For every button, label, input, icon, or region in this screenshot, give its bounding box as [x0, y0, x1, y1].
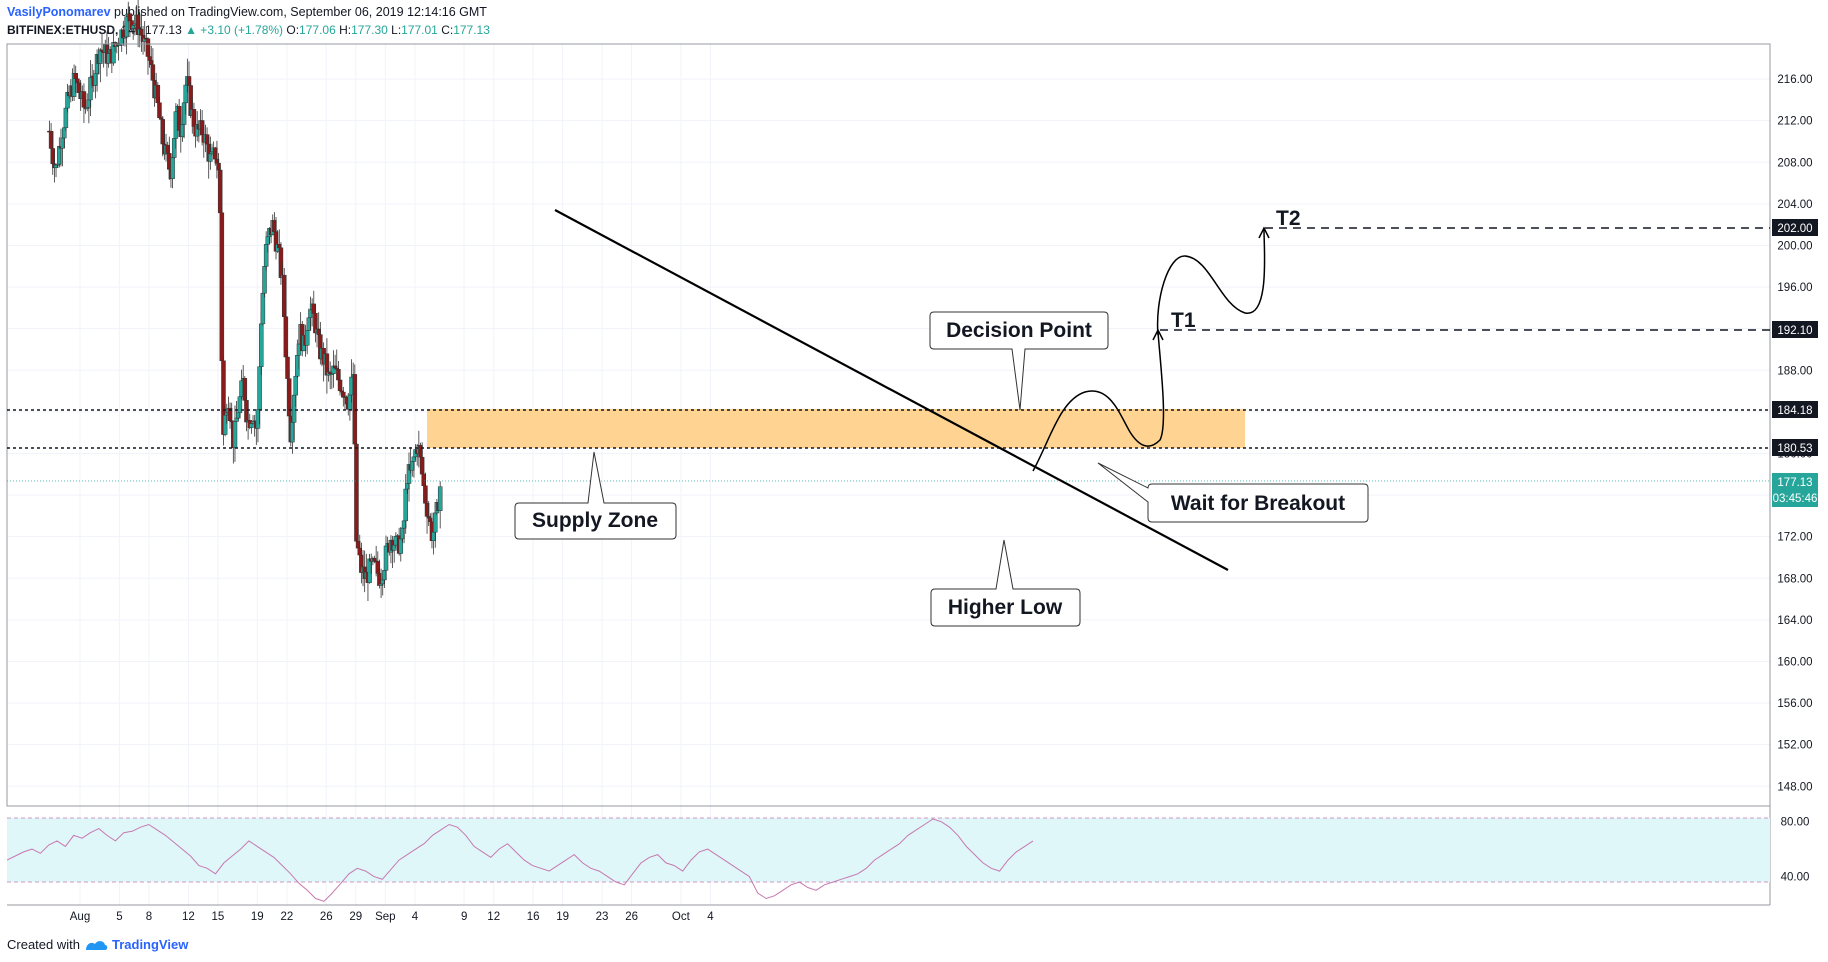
countdown-text: 03:45:46 [1773, 493, 1818, 505]
time-tick-label: 23 [596, 911, 609, 923]
time-tick-label: 29 [349, 911, 362, 923]
t2-price-text: 202.00 [1777, 223, 1812, 235]
time-tick-label: 26 [625, 911, 638, 923]
t1-label: T1 [1171, 309, 1196, 332]
projected-path-2 [1156, 229, 1266, 336]
supply-zone-callout[interactable]: Supply Zone [514, 451, 677, 540]
price-tick-label: 188.00 [1777, 365, 1812, 377]
rsi-band [7, 818, 1770, 882]
time-tick-label: 19 [251, 911, 264, 923]
rsi-line [6, 818, 1034, 902]
tradingview-logo-icon [85, 940, 108, 950]
price-tick-label: 196.00 [1777, 282, 1812, 294]
rsi-tick-label: 40.00 [1781, 872, 1810, 884]
tradingview-link[interactable]: TradingView [111, 937, 189, 952]
time-tick-label: 22 [280, 911, 293, 923]
level-184-tag: 184.18 [1772, 401, 1818, 418]
wait-breakout-callout[interactable]: Wait for Breakout [1097, 462, 1369, 523]
footer: Created with TradingView [7, 937, 188, 952]
last-price-text: 177.13 [1777, 477, 1812, 489]
high-label: H: [339, 23, 352, 37]
time-tick-label: 12 [182, 911, 195, 923]
price-tick-label: 200.00 [1777, 240, 1812, 252]
t2-price-tag: 202.00 [1772, 219, 1818, 236]
price-tick-label: 204.00 [1777, 199, 1812, 211]
chart-header: VasilyPonomarev published on TradingView… [7, 5, 490, 38]
price-tick-label: 212.00 [1777, 116, 1812, 128]
candle-body [217, 169, 223, 214]
author-link[interactable]: VasilyPonomarev [7, 5, 111, 19]
last-price: 177.13 [145, 23, 182, 37]
candle-body [354, 443, 359, 542]
wait-breakout-label: Wait for Breakout [1171, 492, 1345, 515]
close-label: C: [441, 23, 454, 37]
t2-label: T2 [1276, 207, 1301, 230]
price-tick-label: 164.00 [1777, 615, 1812, 627]
candle-body [262, 266, 267, 294]
level-184-text: 184.18 [1777, 405, 1812, 417]
time-tick-label: 19 [556, 911, 569, 923]
arrow-to-t2 [1258, 226, 1270, 239]
higher-low-callout[interactable]: Higher Low [930, 539, 1081, 627]
time-tick-label: 4 [412, 911, 419, 923]
descending-trendline[interactable] [554, 209, 1229, 571]
rsi-tick-label: 80.00 [1781, 817, 1810, 829]
open-label: O: [286, 23, 300, 37]
price-tick-label: 208.00 [1777, 157, 1812, 169]
time-tick-label: Oct [672, 911, 691, 923]
time-tick-label: 12 [487, 911, 500, 923]
time-tick-label: 9 [461, 911, 467, 923]
candle-body [293, 375, 298, 396]
candle-body [170, 157, 175, 179]
close-value: 177.13 [453, 23, 490, 37]
change-value: ▲ +3.10 (+1.78%) [185, 23, 284, 37]
time-tick-label: Sep [375, 911, 395, 923]
symbol-label: BITFINEX:ETHUSD, 240 [7, 23, 142, 37]
candle-body [260, 292, 266, 325]
high-value: 177.30 [351, 23, 388, 37]
candle-body [232, 421, 238, 449]
price-tick-label: 156.00 [1777, 698, 1812, 710]
price-tick-label: 160.00 [1777, 656, 1812, 668]
decision-point-label: Decision Point [946, 319, 1092, 342]
created-with-text: Created with [7, 937, 80, 952]
candle-body [437, 486, 443, 511]
header-row-publish: VasilyPonomarev published on TradingView… [7, 5, 490, 20]
price-tick-label: 172.00 [1777, 532, 1812, 544]
higher-low-label: Higher Low [948, 596, 1063, 619]
decision-point-callout[interactable]: Decision Point [929, 311, 1109, 411]
time-tick-label: 5 [116, 911, 122, 923]
price-tick-label: 152.00 [1777, 740, 1812, 752]
time-tick-label: Aug [70, 911, 90, 923]
price-tick-label: 216.00 [1777, 74, 1812, 86]
supply-zone [427, 409, 1245, 448]
time-tick-label: 4 [707, 911, 714, 923]
level-180-text: 180.53 [1777, 443, 1812, 455]
time-tick-label: 16 [527, 911, 540, 923]
supply-zone-label: Supply Zone [532, 509, 658, 532]
candle-body [304, 330, 310, 346]
t1-price-text: 192.10 [1777, 325, 1812, 337]
candle-body [258, 323, 264, 367]
price-tick-label: 168.00 [1777, 573, 1812, 585]
low-value: 177.01 [401, 23, 438, 37]
level-180-tag: 180.53 [1772, 439, 1818, 456]
low-label: L: [391, 23, 402, 37]
candle-body [219, 212, 225, 362]
time-tick-label: 15 [212, 911, 225, 923]
last-price-tag: 177.13 03:45:46 [1772, 473, 1818, 507]
time-tick-label: 8 [146, 911, 152, 923]
time-tick-label: 26 [320, 911, 333, 923]
price-tick-label: 148.00 [1777, 781, 1812, 793]
candle-body [433, 512, 438, 533]
publish-info: published on TradingView.com, September … [114, 5, 487, 19]
t1-price-tag: 192.10 [1772, 321, 1818, 338]
open-value: 177.06 [299, 23, 336, 37]
header-row-ohlc: BITFINEX:ETHUSD, 240 177.13 ▲ +3.10 (+1.… [7, 23, 490, 38]
projected-path [1032, 331, 1165, 472]
